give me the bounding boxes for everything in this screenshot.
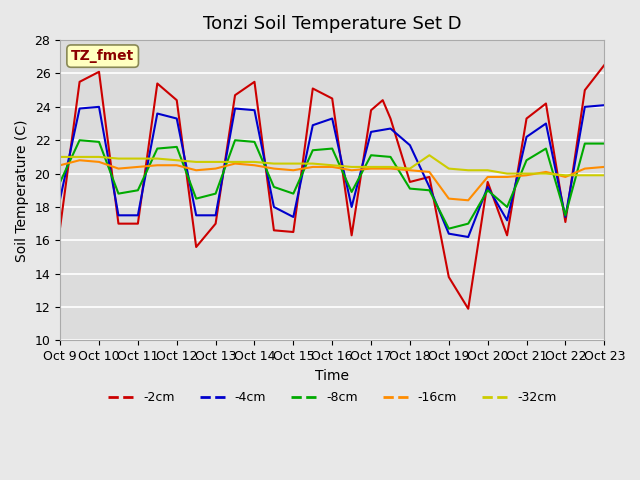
Y-axis label: Soil Temperature (C): Soil Temperature (C) <box>15 119 29 262</box>
X-axis label: Time: Time <box>316 369 349 383</box>
Text: TZ_fmet: TZ_fmet <box>71 49 134 63</box>
Title: Tonzi Soil Temperature Set D: Tonzi Soil Temperature Set D <box>203 15 461 33</box>
Legend: -2cm, -4cm, -8cm, -16cm, -32cm: -2cm, -4cm, -8cm, -16cm, -32cm <box>103 386 561 409</box>
